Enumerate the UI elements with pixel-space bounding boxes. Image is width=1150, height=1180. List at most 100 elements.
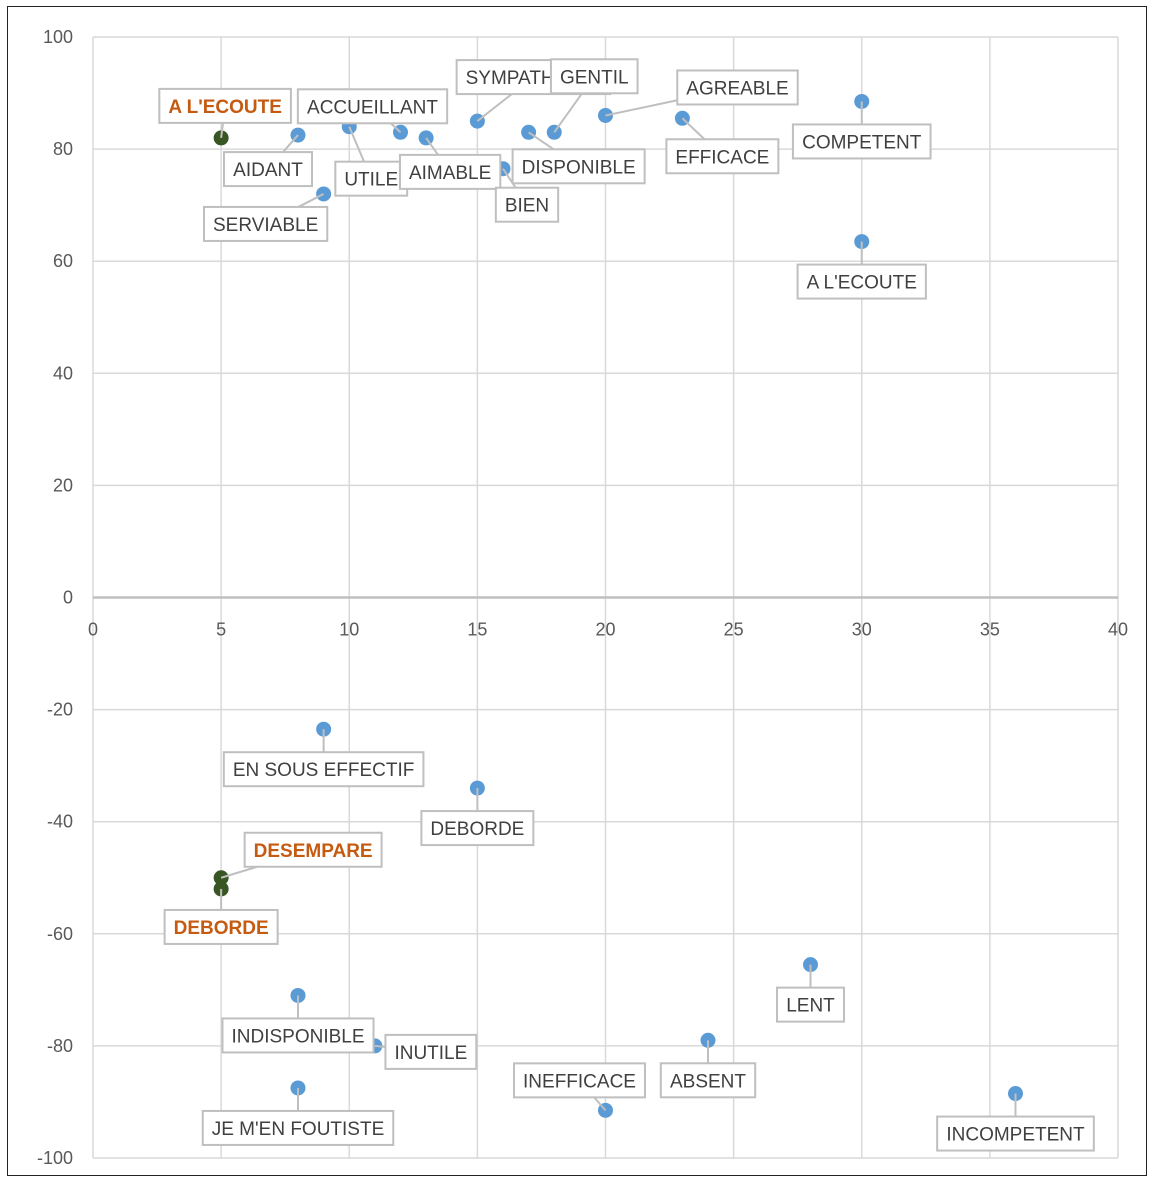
data-label-text: A L'ECOUTE — [807, 273, 917, 294]
y-tick-label: -60 — [47, 924, 73, 944]
data-label-box — [222, 751, 425, 788]
data-label: DISPONIBLE — [511, 131, 646, 185]
data-label: DESEMPARE — [220, 831, 383, 879]
data-label-box — [511, 148, 646, 185]
y-tick-label: -100 — [37, 1148, 73, 1168]
y-tick-label: 40 — [53, 363, 73, 383]
y-tick-label: 0 — [63, 588, 73, 608]
data-label-text: COMPETENT — [802, 132, 922, 153]
data-label: AGREABLE — [605, 69, 799, 117]
data-label-box — [665, 138, 780, 175]
data-label-text: ACCUEILLANT — [307, 97, 438, 118]
data-label-box — [158, 87, 292, 124]
data-label-box — [296, 88, 449, 125]
leader-line — [390, 122, 402, 134]
x-tick-label: 40 — [1108, 620, 1128, 640]
leader-line — [425, 137, 439, 156]
leader-line — [553, 92, 583, 133]
data-label: AIDANT — [222, 134, 314, 188]
data-label: ABSENT — [659, 1040, 757, 1099]
leader-line — [348, 126, 365, 163]
data-label: INEFFICACE — [513, 1062, 646, 1112]
data-label-text: DEBORDE — [174, 918, 269, 939]
grid-lines — [92, 36, 1119, 1159]
data-label-text: INUTILE — [394, 1043, 467, 1064]
data-label: COMPETENT — [791, 101, 932, 160]
data-label: BIEN — [494, 168, 560, 223]
data-label: A L'ECOUTE — [158, 87, 292, 139]
data-label: A L'ECOUTE — [796, 241, 927, 300]
data-points — [213, 93, 1023, 1118]
tick-labels: -100 -80 -60 -40 -20 0 20 40 60 80 100 0 5 10 15 20 25 30… — [37, 27, 1128, 1168]
y-tick-label: 20 — [53, 475, 73, 495]
data-label-text: INEFFICACE — [523, 1071, 636, 1092]
data-label-text: SERVIABLE — [213, 215, 318, 236]
data-label-box — [549, 58, 639, 95]
data-label-text: GENTIL — [560, 67, 629, 88]
x-tick-label: 30 — [852, 620, 872, 640]
data-label: ACCUEILLANT — [296, 88, 449, 134]
data-label-text: DEBORDE — [430, 819, 524, 840]
data-label-box — [420, 810, 535, 847]
leader-line — [220, 122, 224, 139]
leader-line — [374, 1044, 386, 1049]
data-label-box — [163, 908, 279, 945]
data-label: AIMABLE — [398, 137, 502, 190]
data-label-text: EFFICACE — [675, 147, 769, 168]
y-tick-label: -80 — [47, 1036, 73, 1056]
data-label-box — [384, 1033, 478, 1070]
data-label-text: UTILE — [344, 170, 398, 191]
x-tick-label: 5 — [216, 620, 226, 640]
leader-line — [502, 168, 517, 189]
data-label-box — [513, 1062, 646, 1099]
leader-line — [220, 865, 258, 879]
x-tick-label: 20 — [595, 620, 615, 640]
x-tick-label: 0 — [88, 620, 98, 640]
data-label-text: AIDANT — [233, 160, 303, 181]
data-label: DEBORDE — [420, 788, 535, 847]
data-label-box — [221, 1017, 375, 1054]
data-label-text: EN SOUS EFFECTIF — [233, 760, 415, 781]
data-label: DEBORDE — [163, 888, 279, 945]
data-label-box — [676, 69, 799, 106]
leader-line — [476, 93, 513, 122]
x-tick-label: 15 — [467, 620, 487, 640]
data-label-box — [796, 263, 927, 300]
data-label-box — [243, 831, 383, 868]
leader-line — [528, 131, 555, 151]
data-label-text: DISPONIBLE — [522, 157, 636, 178]
data-label-box — [659, 1062, 757, 1099]
x-tick-label: 10 — [339, 620, 359, 640]
data-label-box — [776, 986, 845, 1023]
y-tick-label: -40 — [47, 812, 73, 832]
data-label-text: LENT — [786, 996, 835, 1017]
data-label: SERVIABLE — [202, 193, 329, 242]
leader-line — [605, 99, 678, 117]
data-label: INCOMPETENT — [936, 1093, 1095, 1152]
data-label: INDISPONIBLE — [221, 995, 375, 1054]
data-label-box — [936, 1115, 1095, 1152]
data-label-text: AIMABLE — [409, 163, 491, 184]
data-label: LENT — [776, 964, 845, 1023]
data-label: EN SOUS EFFECTIF — [222, 729, 425, 788]
data-label: INUTILE — [374, 1033, 478, 1070]
data-label-text: DESEMPARE — [254, 841, 373, 862]
data-label: GENTIL — [549, 58, 639, 133]
data-label-text: INDISPONIBLE — [231, 1026, 364, 1047]
data-label-text: INCOMPETENT — [946, 1125, 1085, 1146]
data-label-text: ABSENT — [670, 1071, 746, 1092]
data-label-text: JE M'EN FOUTISTE — [212, 1119, 385, 1140]
data-label: JE M'EN FOUTISTE — [201, 1087, 395, 1146]
y-tick-label: 100 — [43, 27, 73, 47]
data-label-box — [222, 151, 314, 188]
data-label-box — [201, 1109, 395, 1146]
leader-line — [681, 117, 706, 140]
y-tick-label: 80 — [53, 139, 73, 159]
data-label-text: AGREABLE — [686, 78, 788, 99]
x-tick-label: 35 — [980, 620, 1000, 640]
data-label: UTILE — [334, 126, 409, 197]
chart-frame — [7, 6, 1147, 1176]
y-tick-label: 60 — [53, 251, 73, 271]
leader-line — [593, 1096, 607, 1112]
